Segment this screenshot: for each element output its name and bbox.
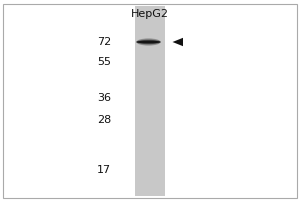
Text: HepG2: HepG2: [131, 9, 169, 19]
Text: 28: 28: [97, 115, 111, 125]
Ellipse shape: [136, 38, 161, 46]
Text: 36: 36: [97, 93, 111, 103]
Text: 72: 72: [97, 37, 111, 47]
Ellipse shape: [136, 41, 161, 43]
Ellipse shape: [136, 40, 161, 44]
Ellipse shape: [136, 41, 161, 43]
Polygon shape: [172, 38, 183, 46]
Ellipse shape: [137, 41, 160, 43]
Bar: [135, 6, 165, 196]
Text: 55: 55: [97, 57, 111, 67]
Text: 17: 17: [97, 165, 111, 175]
